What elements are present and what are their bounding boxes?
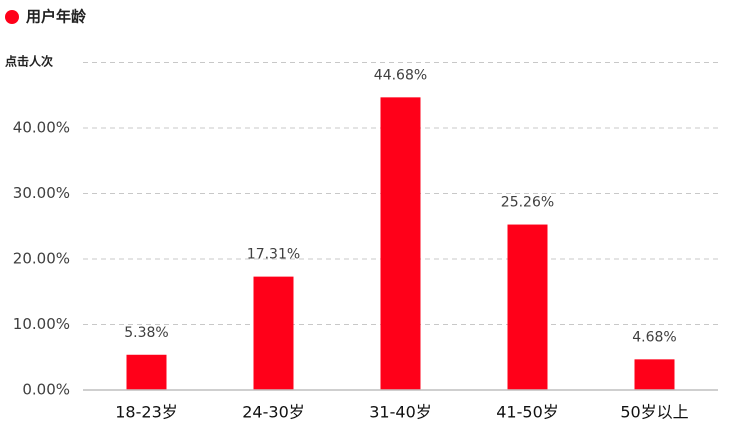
value-label: 17.31%: [247, 247, 300, 263]
y-tick-label: 20.00%: [13, 250, 70, 268]
x-tick-label: 31-40岁: [369, 403, 432, 422]
y-tick-label: 30.00%: [13, 184, 70, 202]
bar: [253, 276, 294, 390]
title-dot: [5, 10, 19, 24]
bar: [634, 359, 675, 390]
x-tick-label: 18-23岁: [115, 403, 178, 422]
y-tick-label: 10.00%: [13, 315, 70, 333]
bar: [507, 224, 548, 390]
x-tick-label: 50岁以上: [620, 403, 688, 422]
bar: [380, 97, 421, 390]
value-label: 4.68%: [632, 329, 676, 345]
y-tick-label: 0.00%: [22, 381, 70, 399]
chart-title: 用户年龄: [26, 8, 87, 26]
y-tick-label: 40.00%: [13, 119, 70, 137]
bar: [126, 354, 167, 390]
y-axis-label: 点击人次: [5, 54, 53, 69]
value-label: 25.26%: [501, 195, 554, 211]
value-label: 44.68%: [374, 67, 427, 83]
value-label: 5.38%: [124, 325, 168, 341]
x-tick-label: 24-30岁: [242, 403, 305, 422]
x-tick-label: 41-50岁: [496, 403, 559, 422]
